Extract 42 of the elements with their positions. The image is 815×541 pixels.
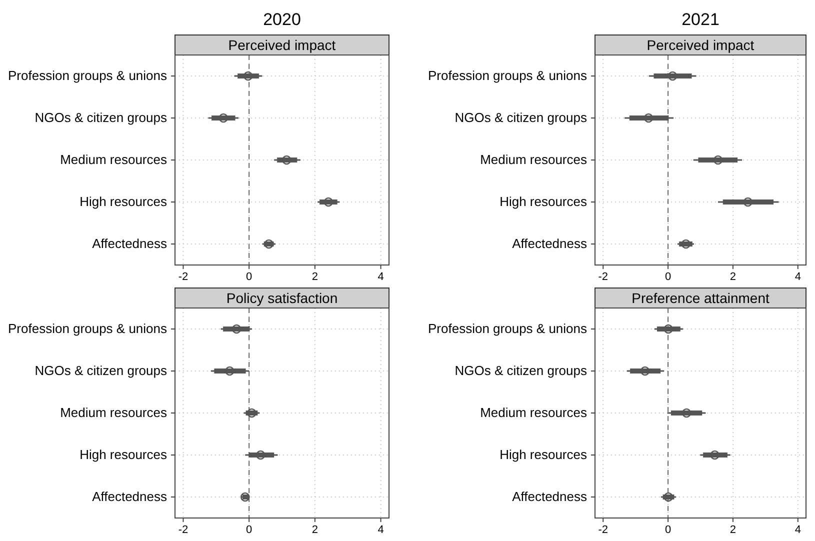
y-tick-label: NGOs & citizen groups bbox=[34, 110, 168, 125]
y-tick-label: Medium resources bbox=[480, 152, 588, 167]
y-tick-label: Affectedness bbox=[512, 236, 588, 251]
chart-subtitle: Policy satisfaction bbox=[226, 290, 338, 306]
y-tick-label: Medium resources bbox=[60, 405, 168, 420]
x-tick-label: 4 bbox=[794, 524, 801, 536]
y-tick-label: Medium resources bbox=[480, 405, 588, 420]
y-tick-label: NGOs & citizen groups bbox=[34, 363, 168, 378]
chart-subtitle: Perceived impact bbox=[228, 37, 336, 53]
x-tick-label: 4 bbox=[794, 271, 801, 283]
y-tick-label: High resources bbox=[500, 194, 588, 209]
x-tick-label: 0 bbox=[664, 271, 672, 283]
y-tick-label: High resources bbox=[500, 447, 588, 462]
x-tick-label: 2 bbox=[730, 524, 736, 536]
y-tick-label: Profession groups & unions bbox=[428, 321, 588, 336]
x-tick-label: -2 bbox=[598, 271, 608, 283]
y-tick-label: High resources bbox=[80, 447, 168, 462]
x-tick-label: 0 bbox=[664, 524, 672, 536]
y-tick-label: NGOs & citizen groups bbox=[454, 110, 588, 125]
x-tick-label: -2 bbox=[178, 524, 188, 536]
x-tick-label: 2 bbox=[730, 271, 736, 283]
x-tick-label: -2 bbox=[178, 271, 188, 283]
y-tick-label: Medium resources bbox=[60, 152, 168, 167]
x-tick-label: 0 bbox=[246, 271, 252, 283]
chart-subtitle: Preference attainment bbox=[632, 290, 770, 306]
chart-subtitle: Perceived impact bbox=[646, 37, 754, 53]
y-tick-label: Profession groups & unions bbox=[8, 68, 168, 83]
chart-title: 2021 bbox=[682, 10, 720, 29]
y-tick-label: Affectedness bbox=[92, 236, 168, 251]
x-tick-label: 2 bbox=[312, 524, 318, 536]
y-tick-label: Affectedness bbox=[92, 489, 168, 504]
y-tick-label: Affectedness bbox=[512, 489, 588, 504]
x-tick-label: 2 bbox=[312, 271, 318, 283]
x-tick-label: 0 bbox=[246, 524, 252, 536]
y-tick-label: NGOs & citizen groups bbox=[454, 363, 588, 378]
x-tick-label: 4 bbox=[378, 271, 384, 283]
x-tick-label: -2 bbox=[598, 524, 608, 536]
y-tick-label: High resources bbox=[80, 194, 168, 209]
y-tick-label: Profession groups & unions bbox=[428, 68, 588, 83]
y-tick-label: Profession groups & unions bbox=[8, 321, 168, 336]
chart-title: 2020 bbox=[263, 10, 301, 29]
x-tick-label: 4 bbox=[378, 524, 384, 536]
